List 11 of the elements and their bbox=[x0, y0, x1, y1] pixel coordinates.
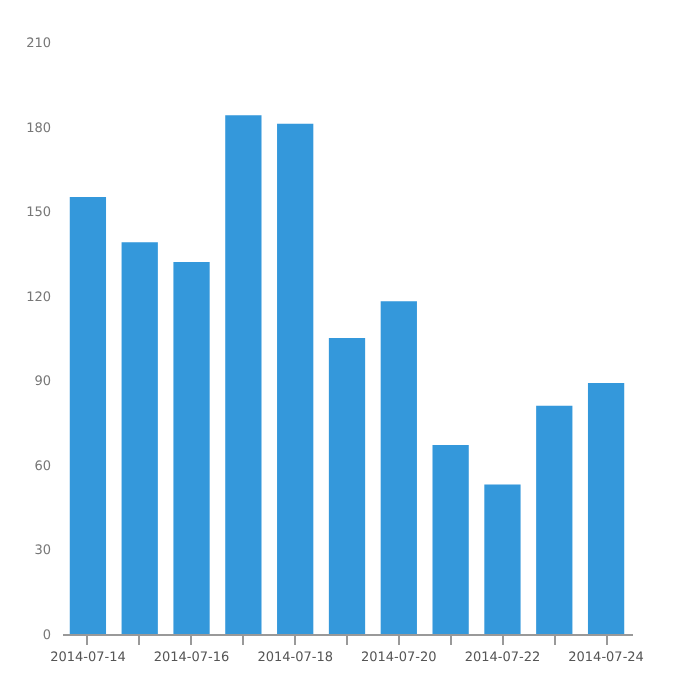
bar bbox=[380, 301, 417, 634]
bar bbox=[587, 383, 625, 634]
bar bbox=[277, 123, 314, 634]
bar bbox=[173, 261, 210, 634]
bar bbox=[69, 197, 107, 634]
bar bbox=[536, 405, 573, 634]
bar bbox=[225, 115, 262, 634]
bar bbox=[328, 338, 366, 634]
bar bbox=[432, 445, 469, 634]
bar bbox=[484, 484, 521, 634]
bar bbox=[121, 242, 158, 634]
